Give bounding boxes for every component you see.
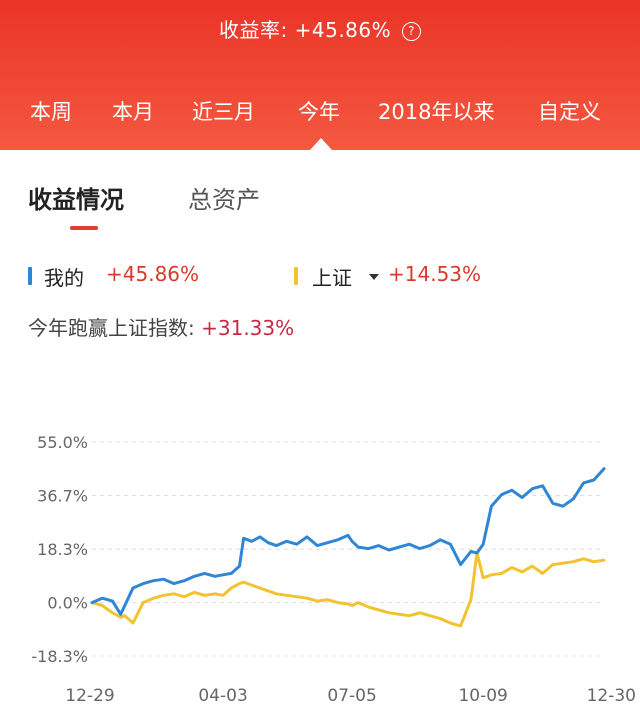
tab-since-2018[interactable]: 2018年以来 [378,100,495,124]
subtab-active-underline [70,226,98,230]
dropdown-caret-icon[interactable] [369,274,379,280]
y-tick-label: -18.3% [31,647,88,666]
tab-this-week[interactable]: 本周 [30,100,72,124]
x-tick-label: 10-09 [458,686,507,706]
earnings-line-chart[interactable]: 55.0% 36.7% 18.3% 0.0% -18.3% 12-29 04-03 07-0… [0,420,640,723]
yield-rate-row: 收益率: +45.86% ? [0,14,640,43]
tab-this-year[interactable]: 今年 [298,100,340,124]
x-tick-label: 12-30 [587,686,636,706]
index-series-line [90,551,606,628]
y-axis-ticks: 55.0% 36.7% 18.3% 0.0% -18.3% [31,433,88,666]
y-tick-label: 55.0% [37,433,88,452]
x-tick-label: 07-05 [327,686,376,706]
y-tick-label: 18.3% [37,540,88,559]
index-series-value: +14.53% [388,262,482,286]
content-subtabs: 收益情况 总资产 [0,180,640,230]
index-series-marker [294,267,298,285]
chart-series [90,467,606,628]
y-tick-label: 36.7% [37,486,88,505]
tab-custom[interactable]: 自定义 [538,100,601,124]
beat-index-row: 今年跑赢上证指数: +31.33% [28,312,294,341]
index-series-label[interactable]: 上证 [312,266,352,290]
y-tick-label: 0.0% [47,594,88,613]
tab-this-month[interactable]: 本月 [112,100,154,124]
chart-grid [92,441,604,657]
active-tab-pointer-icon [310,138,332,150]
subtab-earnings[interactable]: 收益情况 [28,186,124,214]
chart-legend: 我的 +45.86% 上证 +14.53% [0,262,640,294]
beat-index-label: 今年跑赢上证指数: [28,316,195,340]
period-tabs: 本周 本月 近三月 今年 2018年以来 自定义 [0,96,640,136]
beat-index-value: +31.33% [201,316,295,340]
header-banner: 收益率: +45.86% ? 本周 本月 近三月 今年 2018年以来 自定义 [0,0,640,150]
mine-series-line [90,467,606,616]
mine-series-label: 我的 [44,266,84,290]
x-tick-label: 04-03 [198,686,247,706]
help-circle-icon[interactable]: ? [402,22,421,41]
x-tick-label: 12-29 [65,686,114,706]
x-axis-ticks: 12-29 04-03 07-05 10-09 12-30 [65,686,636,706]
yield-rate-label: 收益率: [219,18,288,42]
mine-series-value: +45.86% [106,262,200,286]
yield-rate-value: +45.86% [294,18,392,42]
mine-series-marker [28,267,32,285]
tab-last-three-months[interactable]: 近三月 [192,100,255,124]
subtab-total-assets[interactable]: 总资产 [188,186,260,214]
